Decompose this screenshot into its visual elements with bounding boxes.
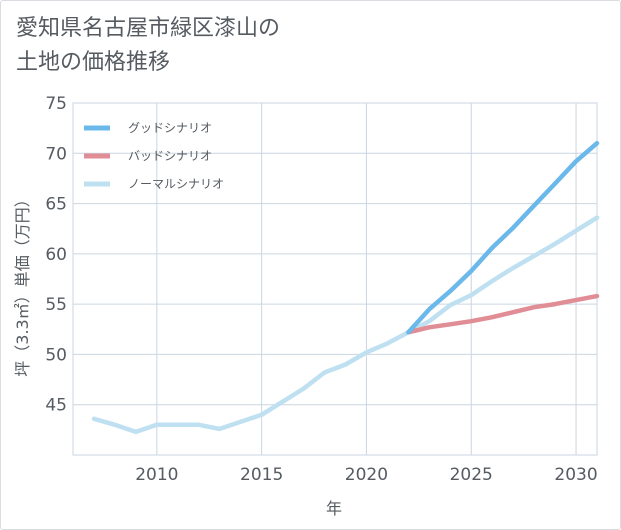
legend-label: バッドシナリオ [128, 149, 212, 163]
legend-label: ノーマルシナリオ [128, 177, 224, 191]
y-tick-label: 60 [45, 245, 67, 265]
series-line-2 [91, 215, 600, 435]
y-tick-label: 50 [45, 345, 67, 365]
legend-label: グッドシナリオ [128, 121, 212, 135]
y-tick-label: 75 [45, 94, 67, 114]
chart-title: 愛知県名古屋市緑区漆山の 土地の価格推移 [16, 12, 280, 80]
series-lines [91, 140, 600, 435]
series-line-0 [406, 140, 600, 335]
y-tick-label: 45 [45, 396, 67, 416]
tick-labels: 45 50 55 60 65 70 75 2010 2015 2020 2025 2030 [45, 94, 597, 485]
x-tick-label: 2010 [135, 465, 178, 485]
y-tick-label: 70 [45, 144, 67, 164]
chart-title-line-1: 愛知県名古屋市緑区漆山の [16, 16, 281, 41]
y-tick-label: 55 [45, 295, 67, 315]
x-tick-label: 2020 [345, 465, 388, 485]
x-tick-label: 2015 [240, 465, 283, 485]
series-line-1 [406, 293, 600, 335]
x-tick-label: 2030 [554, 465, 597, 485]
y-axis-label: 坪（3.3㎡）単価（万円） [13, 191, 32, 376]
y-tick-label: 65 [45, 195, 67, 215]
x-tick-label: 2025 [450, 465, 493, 485]
x-axis-label: 年 [326, 499, 342, 518]
chart-title-line-2: 土地の価格推移 [16, 50, 171, 75]
